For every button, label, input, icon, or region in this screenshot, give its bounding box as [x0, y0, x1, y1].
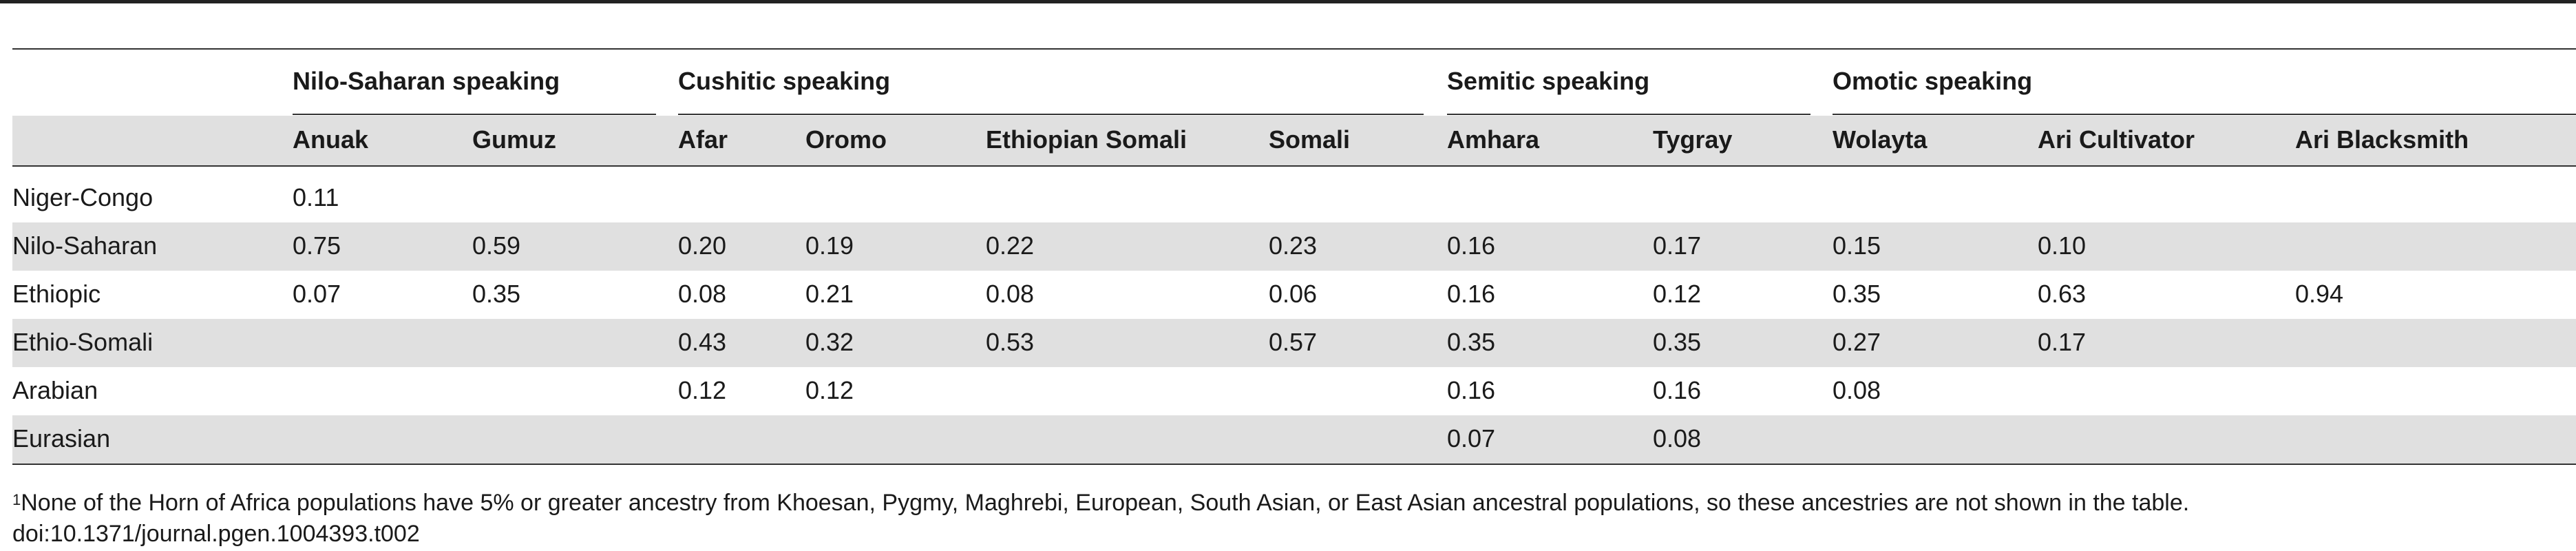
- footnote-text: None of the Horn of Africa populations h…: [21, 490, 2190, 516]
- table-cell: 0.16: [1447, 376, 1496, 404]
- table-cell: 0.75: [293, 231, 341, 260]
- table-cell: 0.08: [1833, 376, 1881, 404]
- table-cell: 0.19: [805, 231, 854, 260]
- table-cell: 0.08: [1653, 424, 1702, 453]
- table-cell: 0.22: [986, 231, 1035, 260]
- group-rule-cushitic: [678, 114, 1424, 115]
- table-cell: 0.23: [1269, 231, 1318, 260]
- column-header-band: [12, 116, 2576, 166]
- table-cell: 0.27: [1833, 328, 1881, 356]
- row-band-nilo-saharan: [12, 222, 2576, 271]
- column-header-amhara: Amhara: [1447, 125, 1540, 154]
- row-label-ethio-somali: Ethio-Somali: [12, 328, 154, 356]
- row-label-ethiopic: Ethiopic: [12, 280, 101, 308]
- table-cell: 0.35: [1653, 328, 1702, 356]
- table-cell: 0.07: [293, 280, 341, 308]
- group-rule-nilo-saharan: [293, 114, 656, 115]
- column-header-ari-cultivator: Ari Cultivator: [2038, 125, 2195, 154]
- column-header-wolayta: Wolayta: [1833, 125, 1928, 154]
- table-cell: 0.07: [1447, 424, 1496, 453]
- row-label-niger-congo: Niger-Congo: [12, 183, 154, 211]
- group-rule-semitic: [1447, 114, 1810, 115]
- column-header-tygray: Tygray: [1653, 125, 1733, 154]
- table-cell: 0.11: [293, 183, 339, 211]
- column-header-ethiopian-somali: Ethiopian Somali: [986, 125, 1187, 154]
- table-cell: 0.35: [1833, 280, 1881, 308]
- table-top-rule: [0, 0, 2576, 3]
- column-header-afar: Afar: [678, 125, 728, 154]
- table-cell: 0.08: [986, 280, 1035, 308]
- column-header-rule: [12, 165, 2576, 167]
- table-footnote: 1None of the Horn of Africa populations …: [12, 489, 2189, 517]
- table-cell: 0.57: [1269, 328, 1318, 356]
- group-header-nilo-saharan: Nilo-Saharan speaking: [293, 67, 560, 95]
- row-label-arabian: Arabian: [12, 376, 98, 404]
- table-cell: 0.63: [2038, 280, 2087, 308]
- column-header-gumuz: Gumuz: [472, 125, 556, 154]
- footnote-marker: 1: [12, 491, 21, 508]
- table-cell: 0.12: [1653, 280, 1702, 308]
- row-band-ethio-somali: [12, 319, 2576, 367]
- table-cell: 0.53: [986, 328, 1035, 356]
- table-cell: 0.16: [1447, 280, 1496, 308]
- table-cell: 0.08: [678, 280, 727, 308]
- table-cell: 0.15: [1833, 231, 1881, 260]
- table-cell: 0.35: [472, 280, 521, 308]
- table-cell: 0.94: [2295, 280, 2344, 308]
- table-bottom-rule: [12, 464, 2576, 465]
- table-cell: 0.12: [805, 376, 854, 404]
- column-header-oromo: Oromo: [805, 125, 887, 154]
- table-cell: 0.12: [678, 376, 727, 404]
- column-header-somali: Somali: [1269, 125, 1351, 154]
- table-cell: 0.21: [805, 280, 854, 308]
- table-cell: 0.43: [678, 328, 727, 356]
- column-header-anuak: Anuak: [293, 125, 369, 154]
- table-cell: 0.16: [1447, 231, 1496, 260]
- table-cell: 0.17: [2038, 328, 2087, 356]
- table-cell: 0.17: [1653, 231, 1702, 260]
- row-label-nilo-saharan: Nilo-Saharan: [12, 231, 158, 260]
- group-header-omotic: Omotic speaking: [1833, 67, 2033, 95]
- table-cell: 0.10: [2038, 231, 2087, 260]
- row-label-eurasian: Eurasian: [12, 424, 111, 453]
- doi-text: doi:10.1371/journal.pgen.1004393.t002: [12, 521, 420, 547]
- table-cell: 0.16: [1653, 376, 1702, 404]
- table-cell: 0.20: [678, 231, 727, 260]
- table-cell: 0.06: [1269, 280, 1318, 308]
- row-band-eurasian: [12, 415, 2576, 464]
- group-header-cushitic: Cushitic speaking: [678, 67, 891, 95]
- table-cell: 0.35: [1447, 328, 1496, 356]
- column-header-ari-blacksmith: Ari Blacksmith: [2295, 125, 2469, 154]
- table-header-rule: [12, 48, 2576, 50]
- table-cell: 0.59: [472, 231, 521, 260]
- group-header-semitic: Semitic speaking: [1447, 67, 1650, 95]
- table-cell: 0.32: [805, 328, 854, 356]
- group-rule-omotic: [1833, 114, 2576, 115]
